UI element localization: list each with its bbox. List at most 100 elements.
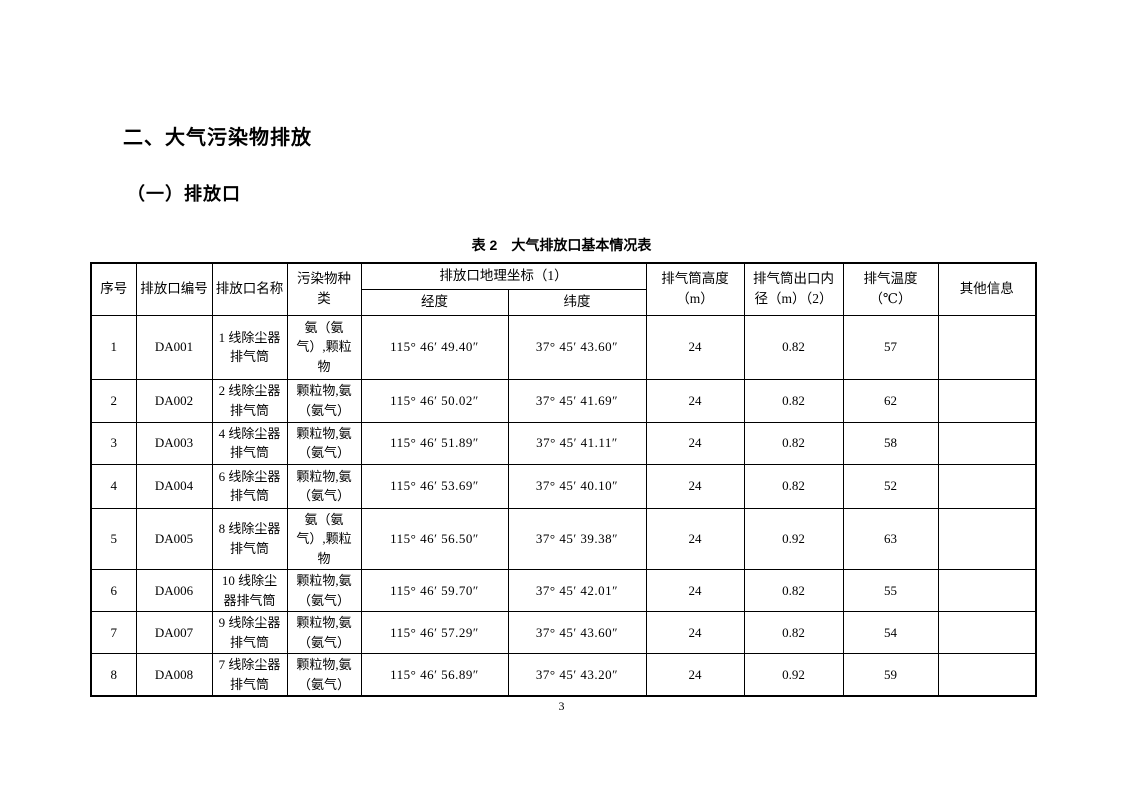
table-caption: 表 2 大气排放口基本情况表 — [471, 237, 652, 253]
cell-latitude: 37° 45′ 40.10″ — [507, 463, 647, 509]
cell-exhaust-temp: 52 — [842, 463, 939, 509]
cell-outlet-code: DA006 — [135, 569, 213, 612]
cell-no: 4 — [90, 463, 137, 509]
cell-exhaust-temp: 57 — [842, 314, 939, 380]
cell-other-info — [937, 507, 1037, 570]
cell-latitude: 37° 45′ 43.60″ — [507, 611, 647, 654]
cell-outlet-code: DA008 — [135, 653, 213, 697]
cell-no: 7 — [90, 611, 137, 654]
cell-exhaust-temp: 55 — [842, 569, 939, 612]
cell-stack-height: 24 — [645, 653, 745, 697]
col-header-latitude: 纬度 — [507, 288, 647, 316]
cell-pollutants: 氨（氨气）,颗粒物 — [286, 507, 362, 570]
cell-pollutants: 颗粒物,氨（氨气） — [286, 378, 362, 423]
cell-latitude: 37° 45′ 41.11″ — [507, 421, 647, 465]
cell-stack-diameter: 0.82 — [743, 611, 844, 654]
col-header-pollutant-type: 污染物种类 — [286, 262, 362, 316]
cell-stack-height: 24 — [645, 463, 745, 509]
cell-other-info — [937, 653, 1037, 697]
cell-other-info — [937, 421, 1037, 465]
cell-no: 6 — [90, 569, 137, 612]
cell-latitude: 37° 45′ 41.69″ — [507, 378, 647, 423]
cell-outlet-name: 1 线除尘器排气筒 — [211, 314, 288, 380]
cell-no: 1 — [90, 314, 137, 380]
cell-stack-diameter: 0.82 — [743, 378, 844, 423]
cell-pollutants: 颗粒物,氨（氨气） — [286, 569, 362, 612]
cell-latitude: 37° 45′ 43.20″ — [507, 653, 647, 697]
air-outlets-table: 序号 排放口编号 排放口名称 污染物种类 排放口地理坐标（1） 排气筒高度（m）… — [90, 262, 1037, 697]
cell-outlet-name: 7 线除尘器排气筒 — [211, 653, 288, 697]
cell-outlet-code: DA005 — [135, 507, 213, 570]
cell-stack-height: 24 — [645, 378, 745, 423]
cell-exhaust-temp: 63 — [842, 507, 939, 570]
cell-exhaust-temp: 54 — [842, 611, 939, 654]
subsection-heading: （一）排放口 — [127, 184, 241, 204]
table-row: 3 DA003 4 线除尘器排气筒 颗粒物,氨（氨气） 115° 46′ 51.… — [90, 421, 1037, 465]
cell-longitude: 115° 46′ 53.69″ — [360, 463, 509, 509]
cell-stack-height: 24 — [645, 569, 745, 612]
cell-other-info — [937, 314, 1037, 380]
col-header-stack-height: 排气筒高度（m） — [645, 262, 745, 316]
section-heading: 二、大气污染物排放 — [123, 127, 312, 149]
page-number: 3 — [558, 699, 565, 713]
table-row: 4 DA004 6 线除尘器排气筒 颗粒物,氨（氨气） 115° 46′ 53.… — [90, 463, 1037, 509]
cell-outlet-code: DA001 — [135, 314, 213, 380]
cell-longitude: 115° 46′ 57.29″ — [360, 611, 509, 654]
cell-no: 3 — [90, 421, 137, 465]
cell-stack-diameter: 0.82 — [743, 421, 844, 465]
table-row: 5 DA005 8 线除尘器排气筒 氨（氨气）,颗粒物 115° 46′ 56.… — [90, 507, 1037, 570]
cell-stack-diameter: 0.82 — [743, 463, 844, 509]
table-row: 1 DA001 1 线除尘器排气筒 氨（氨气）,颗粒物 115° 46′ 49.… — [90, 314, 1037, 380]
cell-pollutants: 颗粒物,氨（氨气） — [286, 611, 362, 654]
col-header-other-info: 其他信息 — [937, 262, 1037, 316]
cell-pollutants: 颗粒物,氨（氨气） — [286, 653, 362, 697]
cell-longitude: 115° 46′ 56.50″ — [360, 507, 509, 570]
cell-outlet-name: 10 线除尘器排气筒 — [211, 569, 288, 612]
cell-stack-height: 24 — [645, 507, 745, 570]
cell-other-info — [937, 611, 1037, 654]
cell-other-info — [937, 378, 1037, 423]
cell-pollutants: 颗粒物,氨（氨气） — [286, 463, 362, 509]
table-row: 2 DA002 2 线除尘器排气筒 颗粒物,氨（氨气） 115° 46′ 50.… — [90, 378, 1037, 423]
cell-outlet-name: 4 线除尘器排气筒 — [211, 421, 288, 465]
cell-outlet-name: 8 线除尘器排气筒 — [211, 507, 288, 570]
cell-pollutants: 氨（氨气）,颗粒物 — [286, 314, 362, 380]
cell-longitude: 115° 46′ 51.89″ — [360, 421, 509, 465]
col-header-stack-diameter: 排气筒出口内径（m）（2） — [743, 262, 844, 316]
cell-exhaust-temp: 59 — [842, 653, 939, 697]
header-row-1: 序号 排放口编号 排放口名称 污染物种类 排放口地理坐标（1） 排气筒高度（m）… — [90, 262, 1037, 316]
cell-outlet-code: DA004 — [135, 463, 213, 509]
cell-outlet-code: DA002 — [135, 378, 213, 423]
cell-stack-diameter: 0.92 — [743, 653, 844, 697]
cell-no: 2 — [90, 378, 137, 423]
table-row: 6 DA006 10 线除尘器排气筒 颗粒物,氨（氨气） 115° 46′ 59… — [90, 569, 1037, 612]
cell-latitude: 37° 45′ 42.01″ — [507, 569, 647, 612]
cell-outlet-name: 2 线除尘器排气筒 — [211, 378, 288, 423]
col-header-outlet-code: 排放口编号 — [135, 262, 213, 316]
cell-pollutants: 颗粒物,氨（氨气） — [286, 421, 362, 465]
cell-latitude: 37° 45′ 39.38″ — [507, 507, 647, 570]
col-header-longitude: 经度 — [360, 288, 509, 316]
cell-longitude: 115° 46′ 56.89″ — [360, 653, 509, 697]
cell-outlet-name: 6 线除尘器排气筒 — [211, 463, 288, 509]
cell-exhaust-temp: 62 — [842, 378, 939, 423]
col-header-no: 序号 — [90, 262, 137, 316]
cell-stack-height: 24 — [645, 314, 745, 380]
cell-longitude: 115° 46′ 50.02″ — [360, 378, 509, 423]
cell-exhaust-temp: 58 — [842, 421, 939, 465]
cell-latitude: 37° 45′ 43.60″ — [507, 314, 647, 380]
table-row: 8 DA008 7 线除尘器排气筒 颗粒物,氨（氨气） 115° 46′ 56.… — [90, 653, 1037, 697]
cell-stack-diameter: 0.92 — [743, 507, 844, 570]
cell-longitude: 115° 46′ 49.40″ — [360, 314, 509, 380]
table-row: 7 DA007 9 线除尘器排气筒 颗粒物,氨（氨气） 115° 46′ 57.… — [90, 611, 1037, 654]
cell-other-info — [937, 463, 1037, 509]
cell-no: 5 — [90, 507, 137, 570]
cell-outlet-code: DA007 — [135, 611, 213, 654]
cell-no: 8 — [90, 653, 137, 697]
cell-stack-diameter: 0.82 — [743, 314, 844, 380]
col-header-outlet-name: 排放口名称 — [211, 262, 288, 316]
cell-longitude: 115° 46′ 59.70″ — [360, 569, 509, 612]
cell-outlet-code: DA003 — [135, 421, 213, 465]
col-header-exhaust-temp: 排气温度（℃） — [842, 262, 939, 316]
